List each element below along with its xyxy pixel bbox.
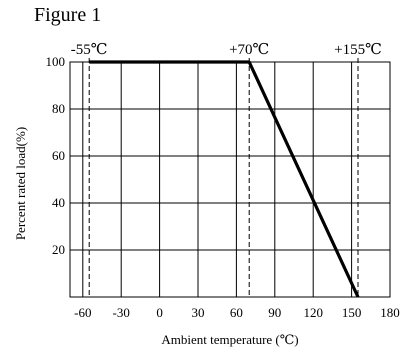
y-tick-label: 60: [52, 148, 65, 163]
y-axis-label: Percent rated load(%): [13, 127, 28, 240]
x-axis-label: Ambient temperature (℃): [161, 332, 298, 347]
x-tick-label: 180: [380, 305, 400, 320]
x-tick-label: 0: [156, 305, 163, 320]
reference-label: +155℃: [334, 42, 382, 58]
x-tick-label: -30: [113, 305, 130, 320]
figure-title: Figure 1: [34, 4, 102, 26]
reference-label: +70℃: [229, 42, 269, 58]
y-tick-label: 40: [52, 195, 65, 210]
y-tick-label: 20: [52, 242, 65, 257]
x-tick-label: 90: [268, 305, 281, 320]
reference-label: -55℃: [71, 42, 108, 58]
y-tick-label: 80: [52, 101, 65, 116]
x-tick-label: 120: [303, 305, 323, 320]
x-tick-label: 150: [342, 305, 362, 320]
y-tick-label: 100: [46, 54, 66, 69]
series-line: [89, 60, 360, 298]
x-tick-label: -60: [74, 305, 91, 320]
x-tick-label: 60: [230, 305, 243, 320]
x-tick-label: 30: [192, 305, 205, 320]
